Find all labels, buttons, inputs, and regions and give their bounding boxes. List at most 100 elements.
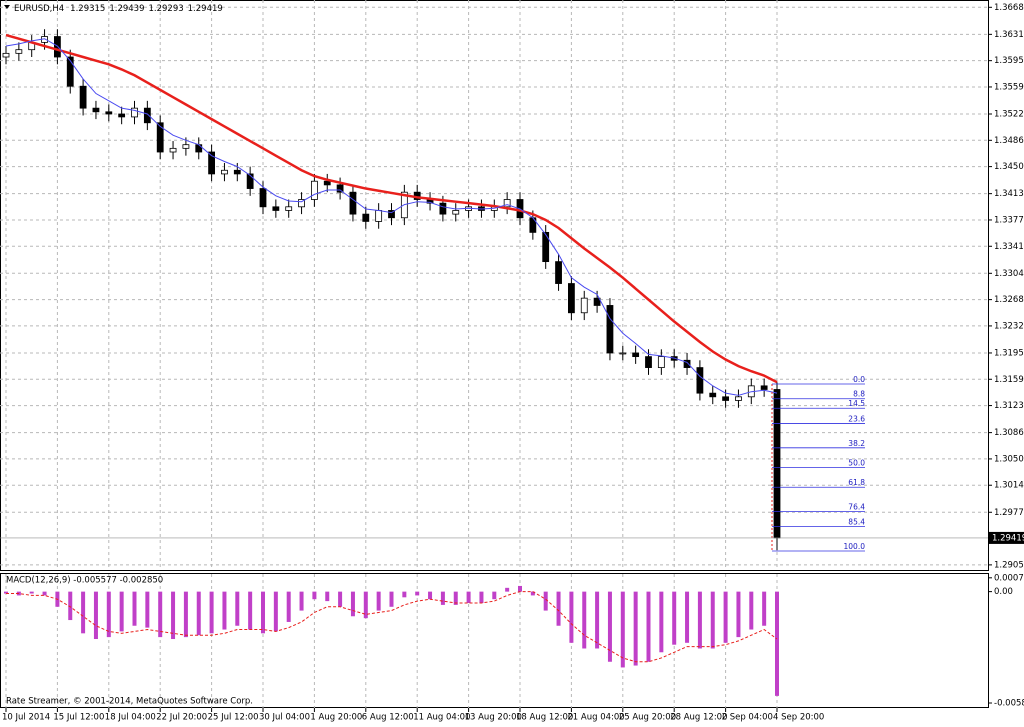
current-price-box	[989, 531, 1024, 544]
x-tick-label: 1 Aug 20:00	[310, 713, 362, 723]
x-tick-label: 25 Jul 12:00	[208, 713, 259, 723]
macd-bar	[582, 591, 587, 649]
macd-bar	[505, 587, 510, 592]
x-tick-label: 6 Aug 12:00	[362, 713, 414, 723]
macd-bar	[68, 591, 73, 621]
fib-label: 23.6	[848, 414, 865, 423]
fib-label: 50.0	[848, 459, 865, 468]
header-value: 1.29315	[70, 4, 105, 14]
macd-bar	[145, 591, 150, 628]
macd-title: MACD(12,26,9) -0.005577 -0.002850	[6, 576, 163, 586]
macd-bar	[183, 591, 188, 638]
y-tick-label: 1.36310	[994, 30, 1024, 40]
candle-body	[503, 199, 511, 208]
fib-label: 8.8	[853, 390, 865, 399]
macd-bar	[158, 591, 163, 638]
moving-average	[5, 33, 778, 384]
macd-bar	[235, 591, 240, 626]
macd-pane	[0, 573, 989, 708]
macd-bar	[4, 591, 8, 594]
header: EURUSD,H4 1.29315 1.29439 1.29293 1.29419	[14, 4, 223, 14]
fib-label: 85.4	[848, 518, 865, 527]
macd-bar	[518, 585, 522, 592]
y-tick-label: 1.33040	[994, 269, 1024, 279]
macd-bar	[710, 591, 715, 649]
x-tick-label: 11 Aug 04:00	[413, 713, 470, 723]
macd-bar	[350, 591, 355, 617]
macd-bar	[93, 591, 98, 640]
y-tick-label: 1.34500	[994, 162, 1024, 172]
x-tick-label: 18 Aug 12:00	[516, 713, 573, 723]
macd-bar	[286, 591, 291, 622]
y-tick-label: 1.31950	[994, 348, 1024, 358]
macd-bar	[196, 591, 201, 636]
macd-bar	[248, 591, 253, 630]
candle-body	[375, 210, 383, 222]
macd-bar	[299, 591, 304, 611]
macd-bar	[402, 591, 407, 598]
macd-bar	[466, 591, 471, 603]
macd-bar	[209, 591, 214, 634]
macd-bar	[697, 591, 702, 649]
candle-body	[568, 283, 575, 314]
macd-bar	[363, 591, 368, 619]
y-tick-label: 1.35220	[994, 110, 1024, 120]
macd-bar	[171, 591, 176, 640]
candle-body	[683, 359, 691, 368]
macd-bar	[453, 591, 458, 605]
x-tick-label: 25 Aug 20:00	[619, 713, 676, 723]
y-tick-label: 1.30860	[994, 428, 1024, 438]
candle-body	[66, 56, 74, 87]
candle-body	[259, 188, 267, 208]
y-tick-label: 1.29770	[994, 508, 1024, 518]
candle-body	[388, 210, 395, 219]
y-tick-label: 1.35950	[994, 56, 1024, 66]
macd-bar	[620, 591, 625, 668]
macd-bar	[261, 591, 265, 634]
candle-body	[323, 180, 331, 186]
y-tick-label: -0.005877	[994, 699, 1024, 709]
candle-body	[79, 85, 87, 109]
candle-body	[593, 297, 601, 306]
macd-bar	[222, 591, 227, 630]
macd-bar	[492, 591, 497, 600]
x-tick-label: 18 Jul 04:00	[105, 713, 156, 723]
macd-bar	[633, 591, 638, 666]
candle-body	[208, 151, 216, 175]
macd-bar	[81, 591, 86, 634]
main-pane	[0, 0, 989, 571]
macd-bar	[749, 591, 754, 630]
candle-body	[580, 297, 588, 314]
current-price-label: 1.29419	[992, 533, 1024, 543]
macd-bar	[42, 591, 47, 596]
macd-bar	[646, 591, 651, 662]
candle-body	[195, 144, 203, 153]
macd-bar	[440, 591, 445, 605]
macd-bar	[376, 591, 381, 611]
x-tick-label: 15 Jul 12:00	[53, 713, 104, 723]
y-tick-label: 1.33770	[994, 215, 1024, 225]
macd-bar	[556, 591, 561, 626]
fib-label: 100.0	[844, 542, 866, 551]
candle-body	[555, 261, 562, 284]
macd-bar	[736, 591, 741, 638]
candle-body	[439, 202, 447, 215]
candle-body	[657, 356, 665, 368]
candle-body	[310, 180, 318, 200]
candle-body	[336, 184, 344, 193]
x-tick-label: 13 Aug 20:00	[465, 713, 522, 723]
candle-body	[143, 107, 151, 124]
macd-bar	[479, 591, 484, 603]
y-tick-label: 1.29050	[994, 560, 1024, 570]
symbol: EURUSD,H4	[14, 4, 64, 14]
candle-body	[2, 52, 10, 58]
y-tick-label: 1.30140	[994, 481, 1024, 491]
macd-bar	[389, 591, 394, 607]
fib-label: 38.2	[848, 439, 865, 448]
macd-bar	[659, 591, 664, 653]
y-tick-label: 1.36680	[994, 3, 1024, 13]
macd-bar	[415, 591, 420, 596]
x-tick-label: 28 Aug 12:00	[670, 713, 727, 723]
candle-body	[182, 144, 190, 149]
